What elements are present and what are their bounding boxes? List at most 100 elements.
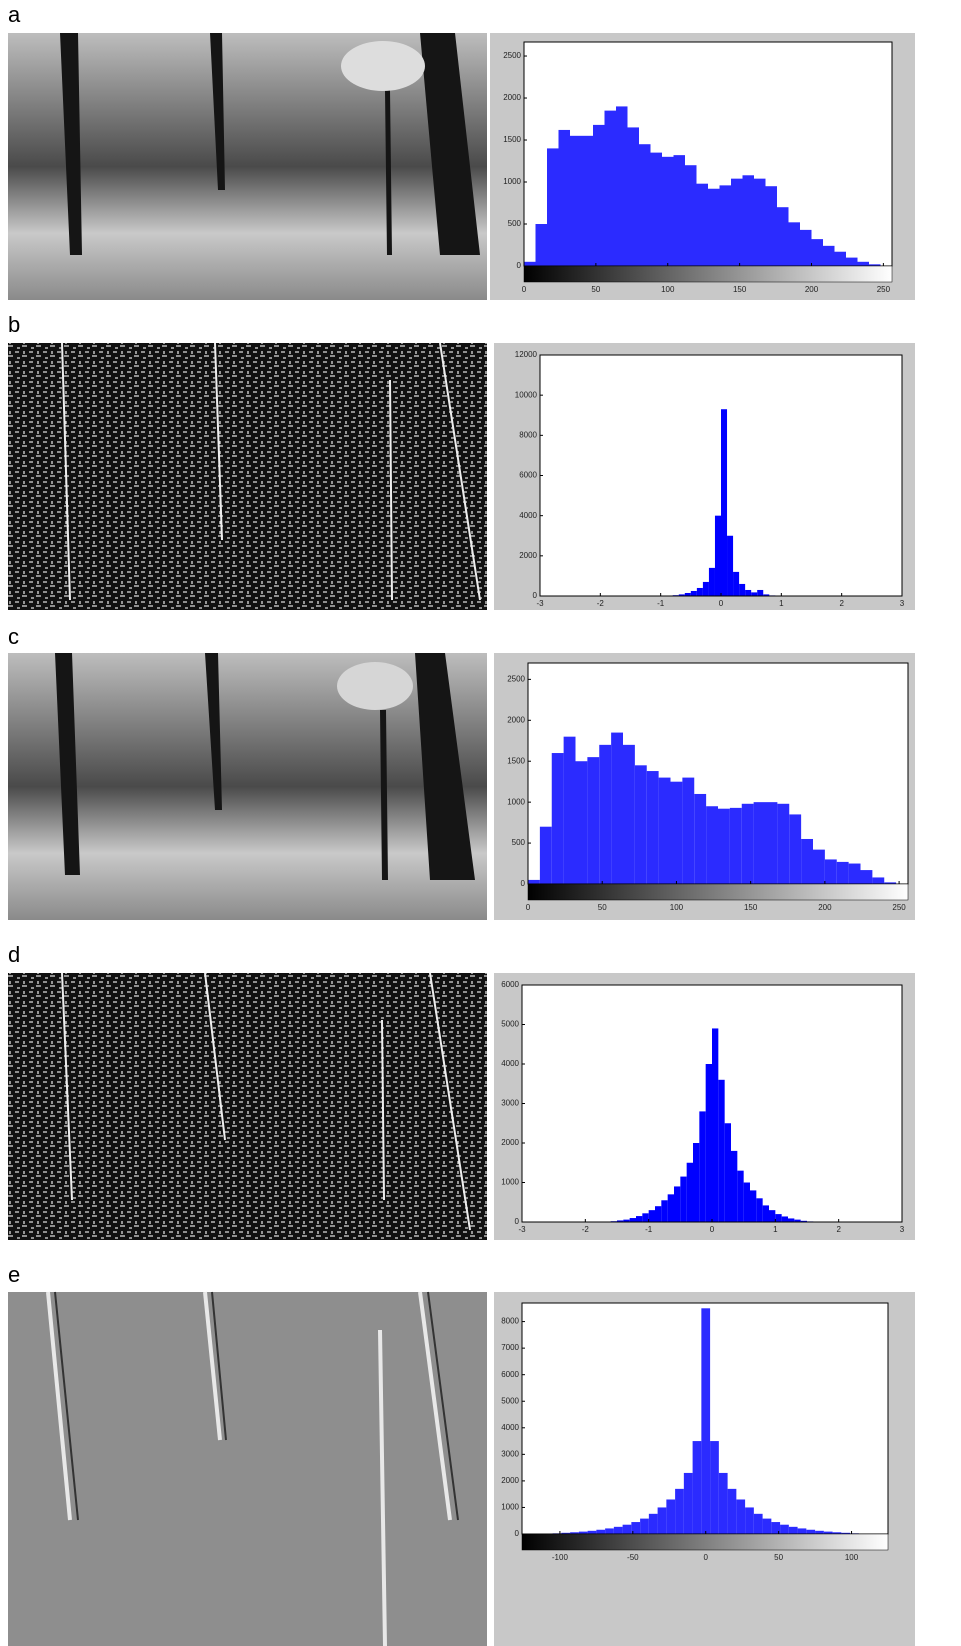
histogram-bar — [757, 590, 763, 596]
x-tick-label: -3 — [536, 599, 544, 608]
histogram-bar — [728, 1489, 737, 1534]
histogram-bar — [718, 1080, 724, 1222]
histogram-bar — [528, 880, 540, 884]
histogram-bar — [742, 804, 754, 884]
histogram-bar — [763, 1205, 769, 1222]
histogram-bar — [697, 588, 703, 596]
y-tick-label: 1000 — [501, 1503, 519, 1512]
colorbar — [528, 884, 908, 900]
photo-c — [8, 653, 487, 920]
histogram-bar — [731, 1151, 737, 1222]
y-tick-label: 500 — [508, 219, 522, 228]
histogram-bar — [837, 862, 849, 884]
histogram-bar — [655, 1206, 661, 1222]
histogram-bar — [682, 778, 694, 884]
y-tick-label: 4000 — [501, 1059, 519, 1068]
histogram-bar — [658, 1507, 667, 1534]
histogram-bar — [813, 850, 825, 884]
histogram-bar — [798, 1528, 807, 1534]
histogram-bar — [593, 125, 605, 266]
y-tick-label: 3000 — [501, 1099, 519, 1108]
histogram-bar — [766, 802, 778, 884]
histogram-bar — [737, 1171, 743, 1222]
y-tick-label: 0 — [515, 1529, 520, 1538]
histogram-bar — [731, 179, 743, 266]
y-tick-label: 4000 — [501, 1423, 519, 1432]
histogram-bar — [605, 111, 617, 266]
histogram-bar — [623, 745, 635, 884]
histogram-bar — [754, 179, 766, 266]
y-tick-label: 1000 — [501, 1178, 519, 1187]
histogram-bar — [547, 148, 559, 266]
histogram-bar — [649, 1514, 658, 1534]
histogram-bar — [763, 1519, 772, 1534]
histogram-bar — [706, 806, 718, 884]
x-tick-label: 250 — [892, 903, 906, 912]
x-tick-label: 1 — [779, 599, 784, 608]
histogram-bar — [668, 1194, 674, 1222]
y-tick-label: 0 — [521, 879, 526, 888]
x-tick-label: -3 — [518, 1225, 526, 1234]
x-tick-label: -2 — [597, 599, 605, 608]
x-tick-label: 50 — [774, 1553, 783, 1562]
histogram-bar — [605, 1528, 614, 1534]
histogram-bar — [743, 175, 755, 266]
histogram-bar — [540, 827, 552, 884]
histogram-bar — [708, 189, 720, 266]
x-tick-label: 200 — [805, 285, 819, 294]
histogram-bar — [642, 1213, 648, 1222]
y-tick-label: 8000 — [501, 1317, 519, 1326]
y-tick-label: 1000 — [503, 177, 521, 186]
histogram-bar — [744, 1183, 750, 1223]
histogram-bar — [666, 1499, 675, 1534]
histogram-bar — [730, 808, 742, 884]
histogram-bar — [789, 814, 801, 884]
y-tick-label: 2000 — [519, 551, 537, 560]
x-tick-label: 2 — [839, 599, 844, 608]
histogram-bar — [806, 1530, 815, 1534]
y-tick-label: 2500 — [503, 51, 521, 60]
histogram-bar — [800, 230, 812, 266]
histogram-bar — [524, 262, 536, 266]
histogram-bar — [576, 761, 588, 884]
histogram-bar — [720, 185, 732, 266]
y-tick-label: 0 — [517, 261, 522, 270]
histogram-bar — [640, 1519, 649, 1534]
y-tick-label: 2000 — [501, 1476, 519, 1485]
y-tick-label: 2000 — [503, 93, 521, 102]
histogram-bar — [570, 136, 582, 266]
histogram-bar — [691, 591, 697, 596]
x-tick-label: 0 — [522, 285, 527, 294]
y-tick-label: 5000 — [501, 1020, 519, 1029]
histogram-bar — [733, 572, 739, 596]
x-tick-label: -2 — [582, 1225, 590, 1234]
gradient-image-e — [8, 1292, 487, 1646]
histogram-bar — [701, 1308, 710, 1534]
histogram-bar — [709, 568, 715, 596]
histogram-bar — [697, 184, 709, 266]
histogram-bar — [693, 1441, 702, 1534]
y-tick-label: 2000 — [501, 1138, 519, 1147]
histogram-bar — [680, 1177, 686, 1222]
histogram-bar — [661, 1200, 667, 1222]
histogram-bar — [858, 262, 870, 266]
histogram-bar — [611, 733, 623, 884]
histogram-bar — [789, 222, 801, 266]
histogram-bar — [636, 1216, 642, 1222]
histogram-bar — [756, 1198, 762, 1222]
histogram-bar — [725, 1123, 731, 1222]
histogram-bar — [706, 1064, 712, 1222]
x-tick-label: 150 — [733, 285, 747, 294]
histogram-bar — [559, 130, 571, 266]
histogram-bar — [712, 1028, 718, 1222]
histogram-bar — [777, 207, 789, 266]
y-tick-label: 10000 — [515, 390, 538, 399]
x-tick-label: 0 — [710, 1225, 715, 1234]
histogram-bar — [675, 1489, 684, 1534]
x-tick-label: -50 — [627, 1553, 639, 1562]
histogram-bar — [769, 1210, 775, 1222]
histogram-bar — [552, 753, 564, 884]
histogram-bar — [849, 864, 861, 884]
histogram-bar — [823, 246, 835, 266]
panel-label: d — [8, 942, 20, 967]
